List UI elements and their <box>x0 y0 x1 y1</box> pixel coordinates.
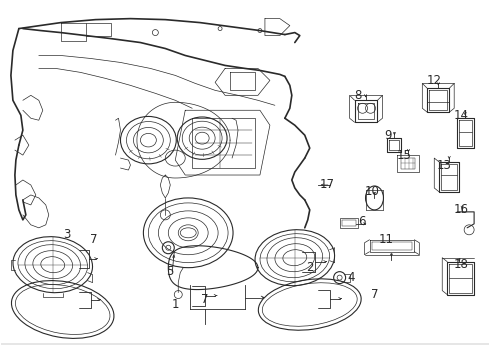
Text: 1: 1 <box>172 298 179 311</box>
Text: 13: 13 <box>437 158 452 172</box>
Text: 4: 4 <box>348 271 355 284</box>
Text: 7: 7 <box>201 293 209 306</box>
Bar <box>342 220 356 226</box>
Text: 6: 6 <box>358 215 366 228</box>
Text: 7: 7 <box>371 288 378 301</box>
Text: 17: 17 <box>319 179 334 192</box>
Text: 2: 2 <box>306 261 314 274</box>
Bar <box>340 218 358 228</box>
Text: 5: 5 <box>167 265 174 278</box>
Text: 3: 3 <box>63 228 71 241</box>
Text: 7: 7 <box>90 233 98 246</box>
Text: 14: 14 <box>454 109 468 122</box>
Text: 10: 10 <box>365 185 380 198</box>
Text: 9: 9 <box>385 129 392 142</box>
Text: 16: 16 <box>454 203 468 216</box>
Text: 12: 12 <box>427 74 442 87</box>
Text: 11: 11 <box>379 233 394 246</box>
Text: 8: 8 <box>354 89 361 102</box>
Text: 18: 18 <box>454 258 468 271</box>
Text: 15: 15 <box>397 149 412 162</box>
